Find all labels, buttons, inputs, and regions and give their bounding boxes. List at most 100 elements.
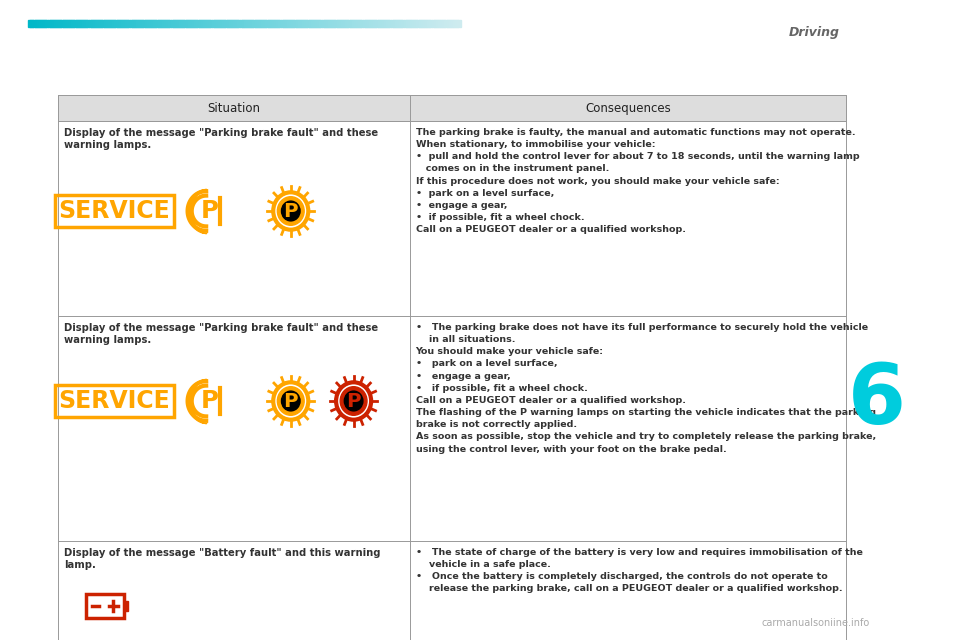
Bar — [389, 20, 392, 27]
Bar — [441, 20, 444, 27]
Bar — [438, 20, 441, 27]
Bar — [59, 95, 846, 121]
Text: Display of the message "Parking brake fault" and these
warning lamps.: Display of the message "Parking brake fa… — [63, 323, 378, 344]
Bar — [235, 20, 238, 27]
Bar — [377, 20, 381, 27]
Bar — [102, 20, 105, 27]
Bar — [427, 20, 430, 27]
Bar — [444, 20, 447, 27]
Bar — [205, 20, 208, 27]
Bar — [419, 20, 421, 27]
Bar — [397, 20, 400, 27]
Text: Display of the message "Parking brake fault" and these
warning lamps.: Display of the message "Parking brake fa… — [63, 128, 378, 150]
Bar — [291, 20, 295, 27]
Bar — [365, 20, 368, 27]
Bar — [185, 20, 189, 27]
Bar — [88, 20, 91, 27]
Text: 6: 6 — [848, 360, 906, 440]
Text: The parking brake is faulty, the manual and automatic functions may not operate.: The parking brake is faulty, the manual … — [416, 128, 859, 234]
Bar — [128, 20, 131, 27]
Bar — [138, 20, 141, 27]
Bar — [80, 20, 83, 27]
Bar — [449, 20, 452, 27]
Bar — [341, 20, 344, 27]
Bar — [391, 20, 394, 27]
Bar — [121, 20, 124, 27]
Bar — [149, 20, 152, 27]
Bar — [429, 20, 433, 27]
Bar — [399, 20, 402, 27]
Bar — [116, 20, 120, 27]
Bar — [192, 20, 195, 27]
Bar — [446, 20, 449, 27]
Bar — [282, 20, 286, 27]
Bar — [263, 20, 266, 27]
Text: P: P — [283, 392, 298, 410]
Bar — [417, 20, 420, 27]
Bar — [451, 20, 454, 27]
Bar — [159, 20, 163, 27]
Bar — [322, 20, 324, 27]
Bar — [328, 20, 331, 27]
Bar — [168, 20, 172, 27]
Bar — [125, 20, 129, 27]
Bar — [330, 20, 333, 27]
Bar — [162, 20, 165, 27]
Bar — [332, 20, 335, 27]
Bar — [181, 20, 184, 27]
Bar — [313, 20, 316, 27]
Bar — [173, 20, 176, 27]
Text: Consequences: Consequences — [585, 102, 671, 115]
Bar — [420, 20, 424, 27]
Bar — [78, 20, 81, 27]
Bar — [164, 20, 167, 27]
Bar — [33, 20, 36, 27]
Bar — [296, 20, 299, 27]
Bar — [145, 20, 148, 27]
Bar — [132, 20, 134, 27]
Bar — [124, 601, 129, 611]
Bar — [133, 20, 137, 27]
Bar — [35, 20, 37, 27]
Bar — [436, 20, 439, 27]
Bar — [244, 20, 247, 27]
Bar — [455, 20, 458, 27]
Bar — [86, 594, 124, 618]
Bar — [214, 20, 217, 27]
Bar — [43, 20, 46, 27]
Bar — [289, 20, 292, 27]
Bar — [276, 20, 279, 27]
Bar — [308, 20, 312, 27]
Circle shape — [281, 391, 300, 411]
Bar — [372, 20, 374, 27]
Bar — [218, 20, 221, 27]
Bar — [254, 20, 257, 27]
Bar — [59, 541, 846, 640]
Bar — [432, 20, 435, 27]
Bar — [434, 20, 437, 27]
Bar — [285, 20, 288, 27]
Bar — [157, 20, 160, 27]
Bar — [240, 20, 243, 27]
Bar — [423, 20, 426, 27]
Bar — [28, 20, 32, 27]
Circle shape — [340, 387, 367, 415]
Bar — [242, 20, 245, 27]
Bar — [453, 20, 456, 27]
Bar — [343, 20, 347, 27]
Text: P: P — [347, 392, 361, 410]
Bar — [306, 20, 309, 27]
Circle shape — [345, 391, 363, 411]
Bar — [325, 20, 329, 27]
Text: P: P — [201, 199, 218, 223]
Bar — [356, 20, 359, 27]
Bar — [384, 20, 387, 27]
Bar — [57, 20, 60, 27]
Bar — [166, 20, 169, 27]
Bar — [142, 20, 146, 27]
Bar — [65, 20, 68, 27]
Bar — [209, 20, 212, 27]
Bar — [48, 20, 51, 27]
Bar — [386, 20, 390, 27]
Bar — [60, 20, 63, 27]
